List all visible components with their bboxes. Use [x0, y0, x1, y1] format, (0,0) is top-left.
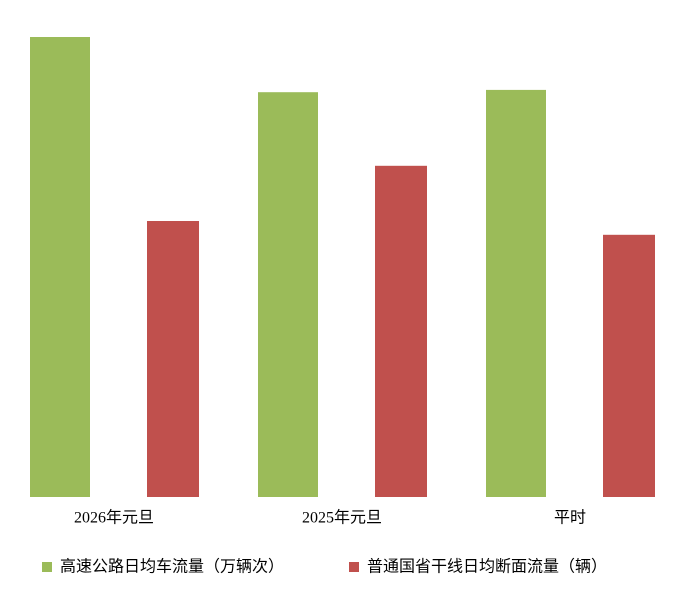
legend-label: 普通国省干线日均断面流量（辆）	[367, 558, 607, 576]
bar	[258, 92, 318, 497]
legend-label: 高速公路日均车流量（万辆次）	[60, 558, 284, 576]
x-tick-label: 2025年元旦	[302, 509, 382, 527]
legend-swatch	[42, 562, 52, 572]
bar	[30, 37, 90, 497]
bar	[147, 221, 199, 497]
bar	[603, 234, 655, 498]
legend-swatch	[349, 562, 359, 572]
bar	[486, 89, 546, 498]
bar	[375, 165, 427, 498]
x-tick-label: 平时	[554, 509, 586, 527]
x-tick-label: 2026年元旦	[74, 509, 154, 527]
